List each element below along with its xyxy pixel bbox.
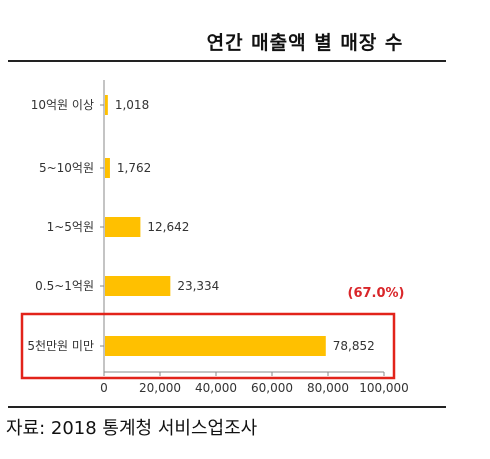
source-note: 자료: 2018 통계청 서비스업조사	[6, 418, 258, 439]
x-tick-label: 20,000	[139, 381, 181, 395]
highlight-box	[20, 312, 396, 380]
x-tick-label: 80,000	[307, 381, 349, 395]
value-label: 1,018	[115, 98, 149, 112]
bar	[105, 276, 171, 296]
x-tick-label: 0	[100, 381, 108, 395]
value-label: 1,762	[117, 161, 151, 175]
bar	[105, 158, 110, 178]
category-label: 10억원 이상	[31, 98, 94, 112]
title-divider	[8, 60, 446, 62]
category-label: 5~10억원	[39, 161, 94, 175]
value-label: 23,334	[177, 279, 219, 293]
category-label: 0.5~1억원	[35, 279, 94, 293]
value-label: 78,852	[333, 339, 375, 353]
x-tick-label: 60,000	[251, 381, 293, 395]
bar	[105, 95, 108, 115]
bar	[105, 217, 141, 237]
source-divider	[8, 406, 446, 408]
category-label: 1~5억원	[47, 220, 94, 234]
chart-title: 연간 매출액 별 매장 수	[206, 32, 404, 54]
highlight-annotation: (67.0%)	[348, 286, 405, 301]
category-label: 5천만원 미만	[27, 338, 94, 353]
x-tick-label: 100,000	[359, 381, 409, 395]
x-tick-label: 40,000	[195, 381, 237, 395]
bar	[105, 336, 326, 356]
value-label: 12,642	[147, 220, 189, 234]
